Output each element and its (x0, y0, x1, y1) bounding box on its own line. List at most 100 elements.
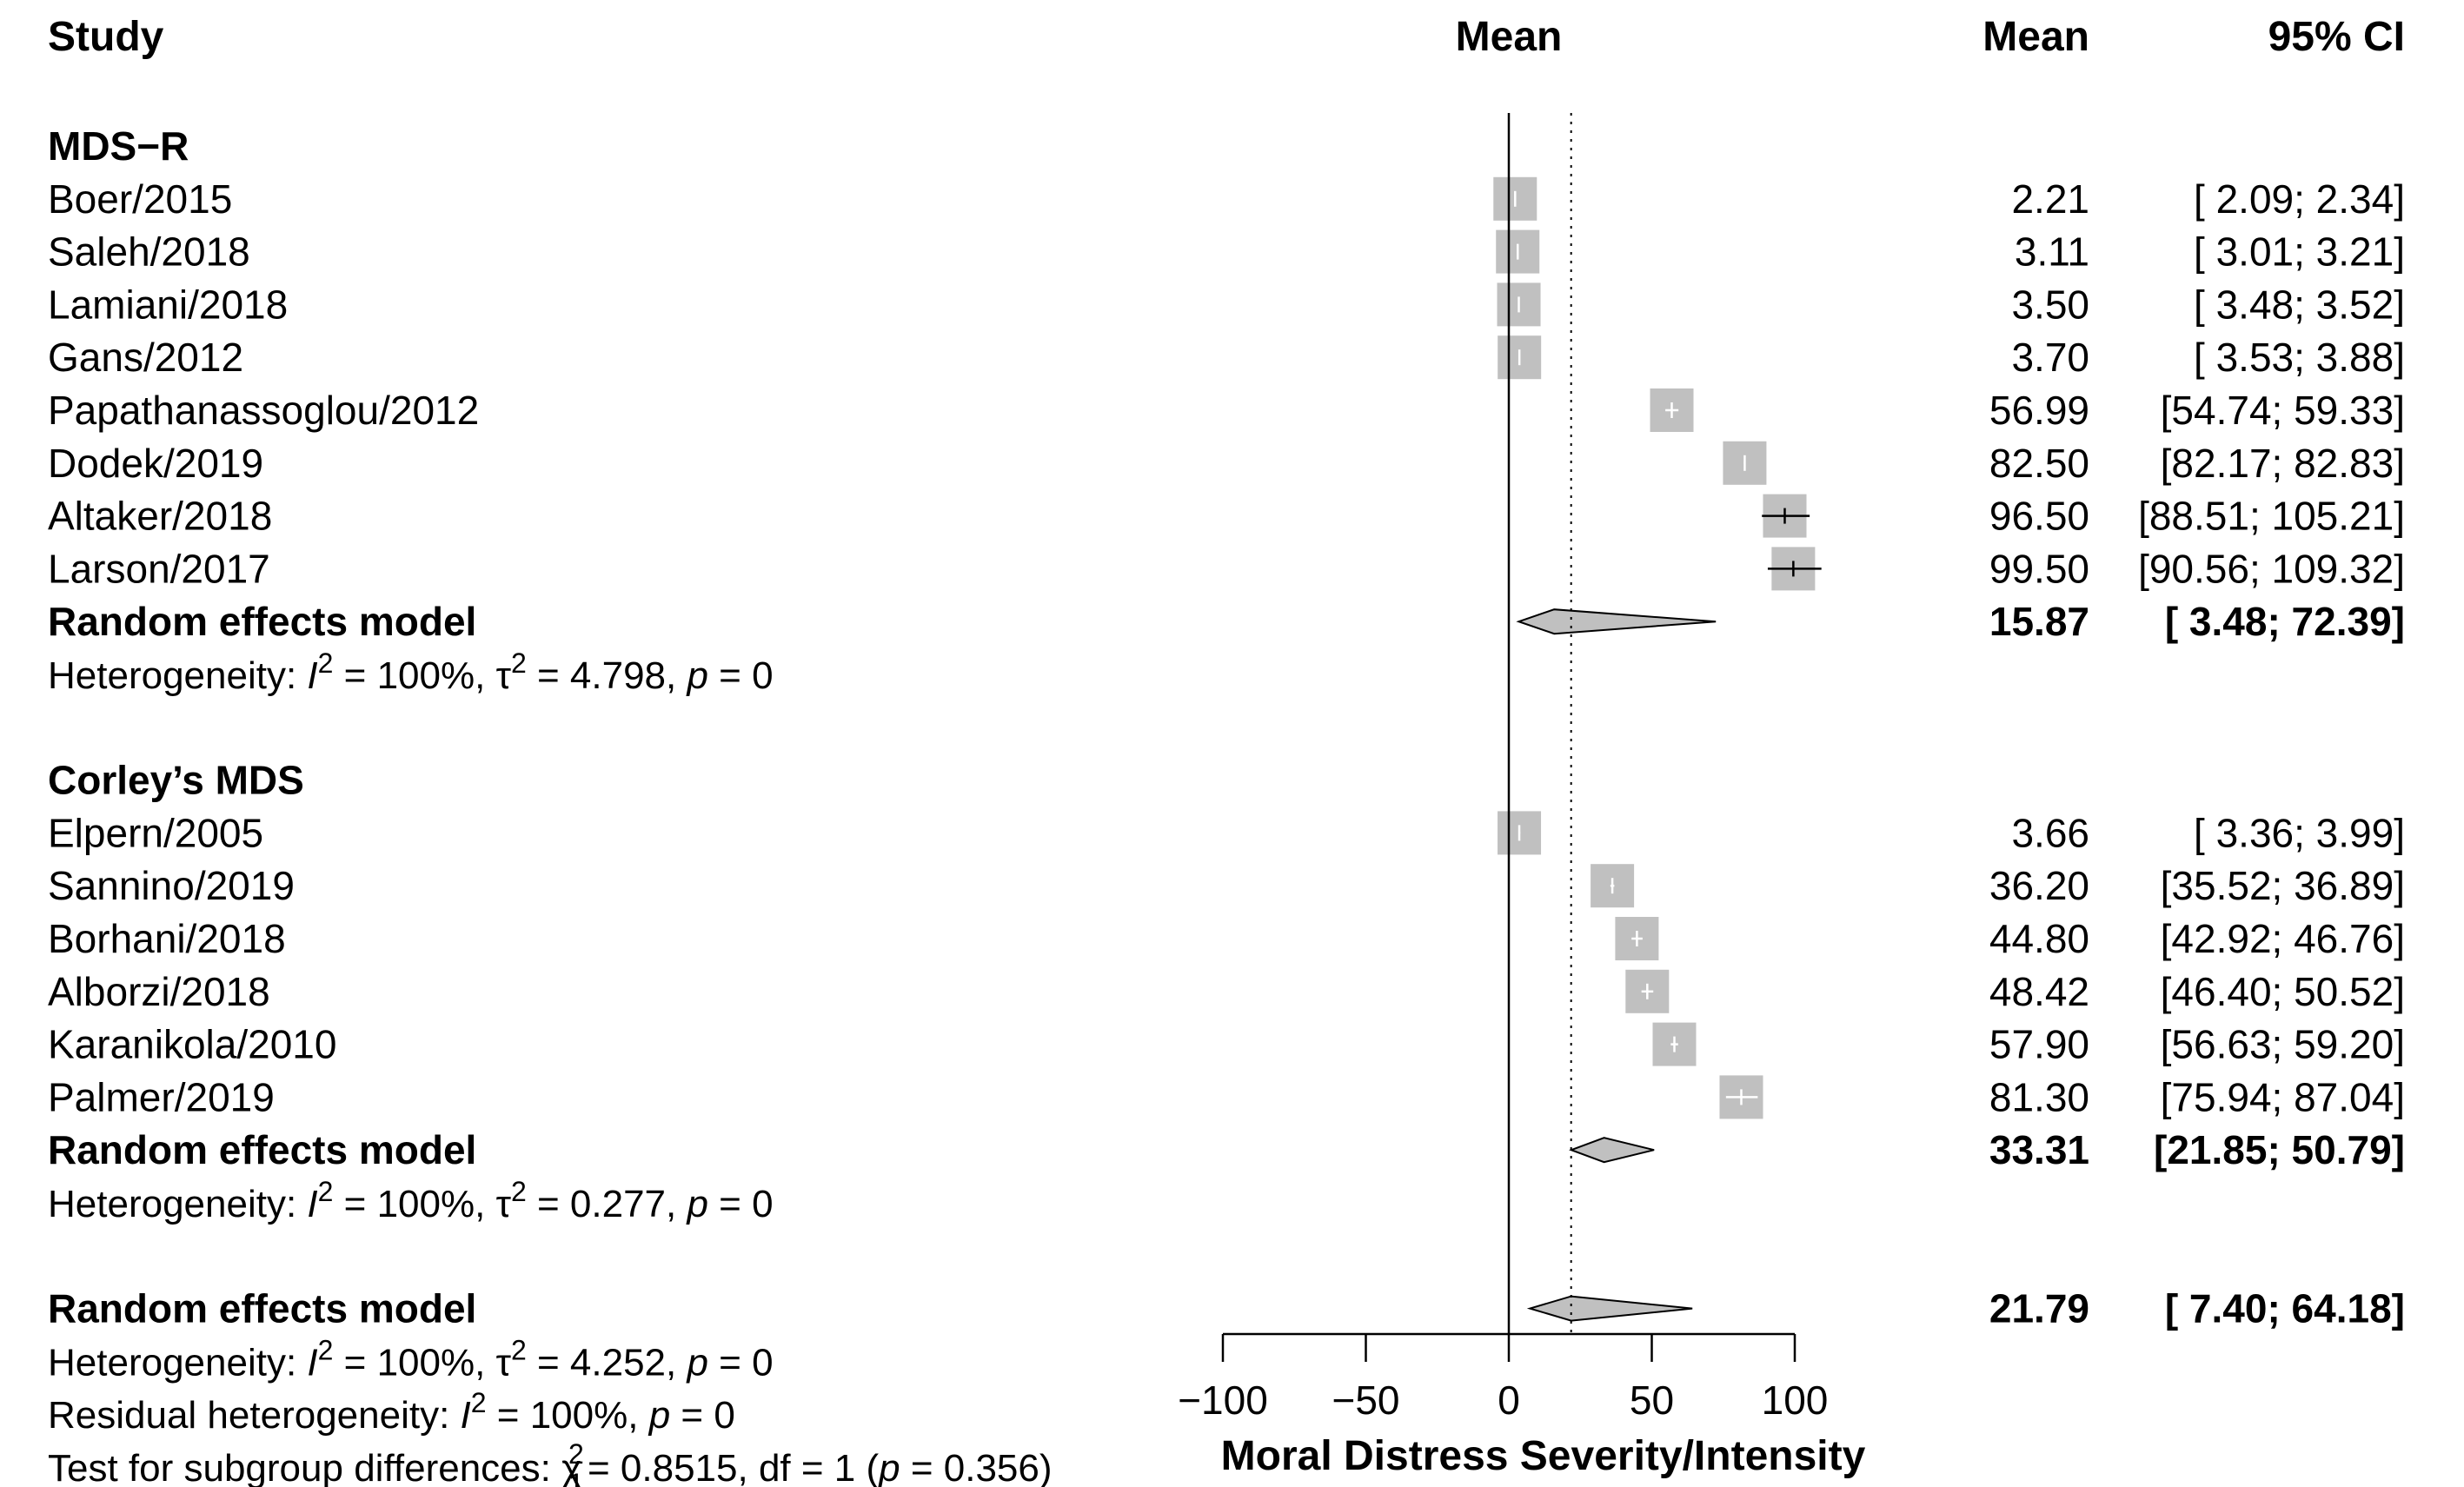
i-symbol: I (307, 1341, 317, 1384)
i-symbol: I (307, 654, 317, 697)
mean-value: 36.20 (1989, 863, 2089, 908)
model-mean-value: 15.87 (1989, 599, 2089, 644)
tau-symbol: τ (496, 1183, 512, 1225)
tau-value: = 4.252, (527, 1341, 687, 1384)
superscript: 2 (511, 1334, 527, 1365)
chi-subscript: 1 (568, 1468, 584, 1487)
x-tick-label: 100 (1762, 1377, 1829, 1423)
study-label: Boer/2015 (48, 176, 232, 222)
group-title: MDS−R (48, 123, 189, 169)
ci-value: [90.56; 109.32] (2138, 546, 2405, 591)
p-value: = 0 (708, 1341, 774, 1384)
mean-value: 3.66 (2011, 810, 2089, 855)
study-label: Saleh/2018 (48, 229, 250, 275)
mean-value: 3.70 (2011, 335, 2089, 380)
i-symbol: I (307, 1183, 317, 1225)
mean-value: 99.50 (1989, 546, 2089, 591)
x-tick-label: 0 (1498, 1377, 1520, 1423)
mean-value: 2.21 (2011, 176, 2089, 222)
study-label: Altaker/2018 (48, 494, 272, 539)
ci-value: [ 3.48; 3.52] (2194, 282, 2405, 327)
x-axis-label: Moral Distress Severity/Intensity (1221, 1433, 1866, 1479)
ci-value: [56.63; 59.20] (2161, 1022, 2405, 1067)
tau-symbol: τ (496, 1341, 512, 1384)
het-text: = 100%, (333, 1183, 495, 1225)
mean-value: 81.30 (1989, 1074, 2089, 1119)
model-diamond (1526, 1295, 1693, 1322)
study-label: Larson/2017 (48, 546, 270, 591)
x-tick-label: 50 (1630, 1377, 1674, 1423)
model-label: Random effects model (48, 1286, 476, 1331)
mean-value: 56.99 (1989, 388, 2089, 433)
p-symbol: p (648, 1394, 670, 1437)
mean-value: 44.80 (1989, 916, 2089, 961)
subgroup-stat: = 0.8515, df = 1 (p = 0.356) (588, 1447, 1053, 1487)
het-text: = 100%, (487, 1394, 649, 1437)
study-label: Papathanassoglou/2012 (48, 388, 479, 433)
x-tick-label: −100 (1178, 1377, 1268, 1423)
residual-heterogeneity: Residual heterogeneity: I2 = 100%, p = 0 (48, 1387, 735, 1437)
study-label: Sannino/2019 (48, 863, 295, 908)
overall-heterogeneity: Heterogeneity: I2 = 100%, τ2 = 4.252, p … (48, 1334, 774, 1384)
p-value: = 0 (708, 654, 774, 697)
study-label: Borhani/2018 (48, 916, 286, 961)
ci-value: [ 3.53; 3.88] (2194, 335, 2405, 380)
study-label: Alborzi/2018 (48, 969, 270, 1014)
mean-value: 96.50 (1989, 494, 2089, 539)
study-label: Elpern/2005 (48, 810, 263, 855)
het-text: = 100%, (333, 654, 495, 697)
study-label: Gans/2012 (48, 335, 243, 380)
het-prefix: Heterogeneity: (48, 1341, 307, 1384)
ci-value: [35.52; 36.89] (2161, 863, 2405, 908)
x-tick-label: −50 (1332, 1377, 1399, 1423)
mean-value: 3.11 (2015, 229, 2089, 275)
p-value: = 0.356) (900, 1447, 1053, 1487)
tau-symbol: τ (496, 654, 512, 697)
model-diamond (1569, 1137, 1655, 1164)
chi-superscript: 2 (568, 1438, 584, 1470)
model-ci-value: [21.85; 50.79] (2154, 1127, 2405, 1172)
heterogeneity-text: Heterogeneity: I2 = 100%, τ2 = 4.798, p … (48, 647, 774, 697)
ci-value: [75.94; 87.04] (2161, 1074, 2405, 1119)
ci-value: [ 3.01; 3.21] (2194, 229, 2405, 275)
study-label: Karanikola/2010 (48, 1022, 336, 1067)
plot-marks: MDS−R Boer/2015 2.21 [ 2.09; 2.34] Saleh/201… (48, 113, 2405, 1487)
ci-value: [46.40; 50.52] (2161, 969, 2405, 1014)
model-mean-value: 33.31 (1989, 1127, 2089, 1172)
group-title: Corley’s MDS (48, 758, 304, 803)
model-label: Random effects model (48, 1127, 476, 1172)
superscript: 2 (471, 1387, 487, 1418)
model-ci-value: [ 3.48; 72.39] (2165, 599, 2405, 644)
mean-value: 57.90 (1989, 1022, 2089, 1067)
model-label: Random effects model (48, 599, 476, 644)
subgroup-stat-value: = 0.8515, df = 1 ( (588, 1447, 879, 1487)
superscript: 2 (318, 1176, 334, 1207)
ci-value: [54.74; 59.33] (2161, 388, 2405, 433)
superscript: 2 (318, 1334, 334, 1365)
superscript: 2 (318, 647, 334, 679)
het-prefix: Heterogeneity: (48, 654, 307, 697)
het-prefix: Heterogeneity: (48, 1183, 307, 1225)
p-symbol: p (877, 1447, 900, 1487)
p-symbol: p (685, 1183, 707, 1225)
model-diamond (1516, 608, 1717, 635)
mean-value: 3.50 (2011, 282, 2089, 327)
ci-value: [82.17; 82.83] (2161, 441, 2405, 486)
model-mean-value: 21.79 (1989, 1286, 2089, 1331)
study-label: Palmer/2019 (48, 1074, 275, 1119)
superscript: 2 (511, 647, 527, 679)
header-mean: Mean (1982, 14, 2089, 60)
superscript: 2 (511, 1176, 527, 1207)
subgroup-test: Test for subgroup differences: χ (48, 1447, 581, 1487)
ci-value: [ 2.09; 2.34] (2194, 176, 2405, 222)
subgroup-prefix: Test for subgroup differences: (48, 1447, 561, 1487)
study-label: Lamiani/2018 (48, 282, 288, 327)
i-symbol: I (461, 1394, 471, 1437)
header-plot-mean: Mean (1456, 14, 1563, 60)
p-symbol: p (685, 654, 707, 697)
ci-value: [ 3.36; 3.99] (2194, 810, 2405, 855)
chi-symbol: χ (561, 1447, 581, 1487)
p-symbol: p (685, 1341, 707, 1384)
ci-value: [88.51; 105.21] (2138, 494, 2405, 539)
